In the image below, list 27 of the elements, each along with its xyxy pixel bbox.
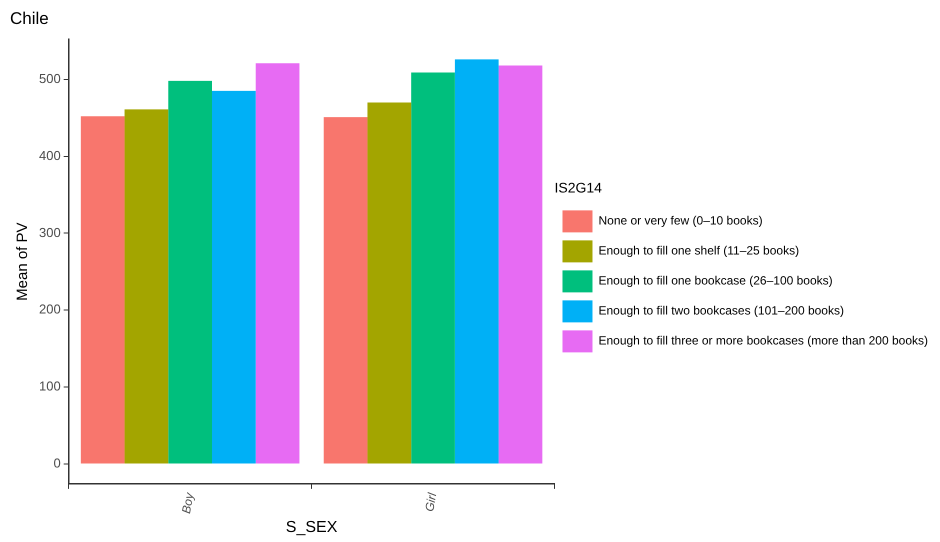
bar: [324, 117, 368, 464]
bar: [256, 63, 300, 464]
y-axis-title: Mean of PV: [14, 222, 32, 301]
x-tick-label: Boy: [179, 490, 197, 515]
x-tick-label: Girl: [422, 492, 440, 513]
y-tick-label: 400: [38, 148, 61, 163]
legend-label: Enough to fill one shelf (11–25 books): [598, 244, 800, 258]
legend-title: IS2G14: [554, 179, 602, 196]
bar: [367, 102, 412, 464]
y-tick-label: 0: [53, 456, 61, 471]
y-tick-label: 200: [38, 302, 61, 317]
bar: [212, 90, 256, 464]
chart-title: Chile: [10, 8, 49, 28]
y-tick-label: 300: [38, 224, 61, 240]
legend-label: Enough to fill three or more bookcases (more than 200 books): [598, 334, 928, 348]
bar: [168, 80, 212, 464]
y-tick-label: 100: [38, 378, 61, 394]
legend-label: None or very few (0–10 books): [598, 214, 763, 228]
legend-label: Enough to fill two bookcases (101–200 books): [598, 304, 844, 318]
bar: [80, 116, 125, 464]
bar: [124, 109, 168, 464]
y-tick-label: 500: [38, 70, 61, 86]
x-axis-title: S_SEX: [286, 518, 338, 536]
legend-label: Enough to fill one bookcase (26–100 books): [598, 274, 833, 288]
bar: [454, 59, 499, 464]
bar: [498, 66, 542, 464]
bar: [411, 72, 455, 464]
